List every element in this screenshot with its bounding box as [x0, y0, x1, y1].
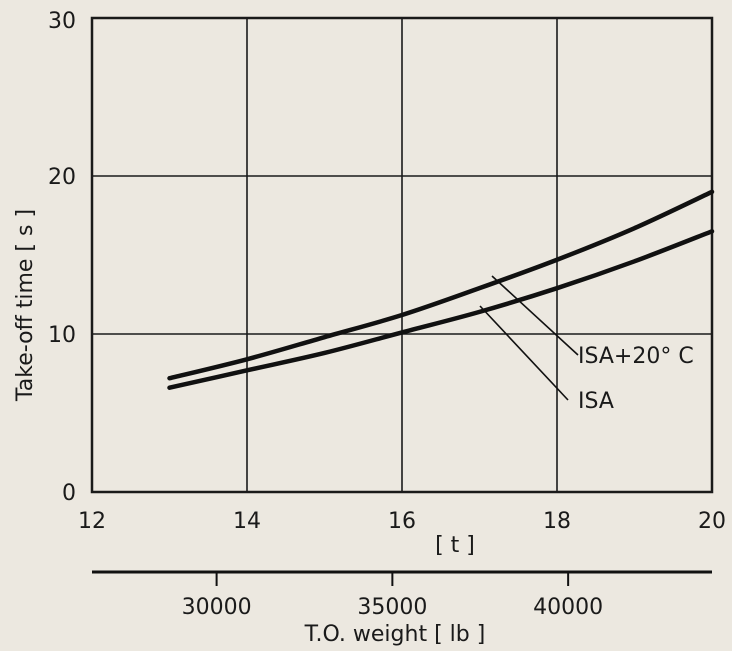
series [167, 189, 715, 390]
series-label-isa: ISA [578, 389, 614, 414]
grid [91, 17, 713, 493]
plot-frame [90, 16, 714, 494]
y-tick-label: 0 [62, 481, 76, 506]
secondary-axis-tick-label: 40000 [533, 595, 603, 620]
series-line-isa [167, 229, 715, 390]
x-tick-label: 18 [543, 509, 571, 534]
leader-line-isa [479, 305, 569, 401]
y-axis-ticks: 0 10 20 30 [48, 9, 76, 506]
x-tick-label: 16 [388, 509, 416, 534]
series-line-isa20 [167, 189, 715, 381]
x-tick-label: 20 [698, 509, 726, 534]
x-axis-ticks: 12 14 16 18 20 [78, 509, 726, 534]
series-label-isa20: ISA+20° C [578, 344, 694, 369]
y-tick-label: 10 [48, 323, 76, 348]
secondary-axis-ticks: 30000 35000 40000 [182, 572, 603, 620]
secondary-axis-tick-label: 35000 [357, 595, 427, 620]
y-axis-label: Take-off time [ s ] [13, 209, 38, 402]
x-axis-label: [ t ] [435, 533, 475, 558]
series-labels: ISA+20° C ISA [479, 275, 694, 414]
leader-line-isa20 [491, 275, 579, 356]
x-tick-label: 12 [78, 509, 106, 534]
secondary-axis-label: T.O. weight [ lb ] [304, 622, 486, 647]
y-tick-label: 30 [48, 9, 76, 34]
secondary-axis-tick-label: 30000 [182, 595, 252, 620]
y-tick-label: 20 [48, 165, 76, 190]
x-tick-label: 14 [233, 509, 261, 534]
